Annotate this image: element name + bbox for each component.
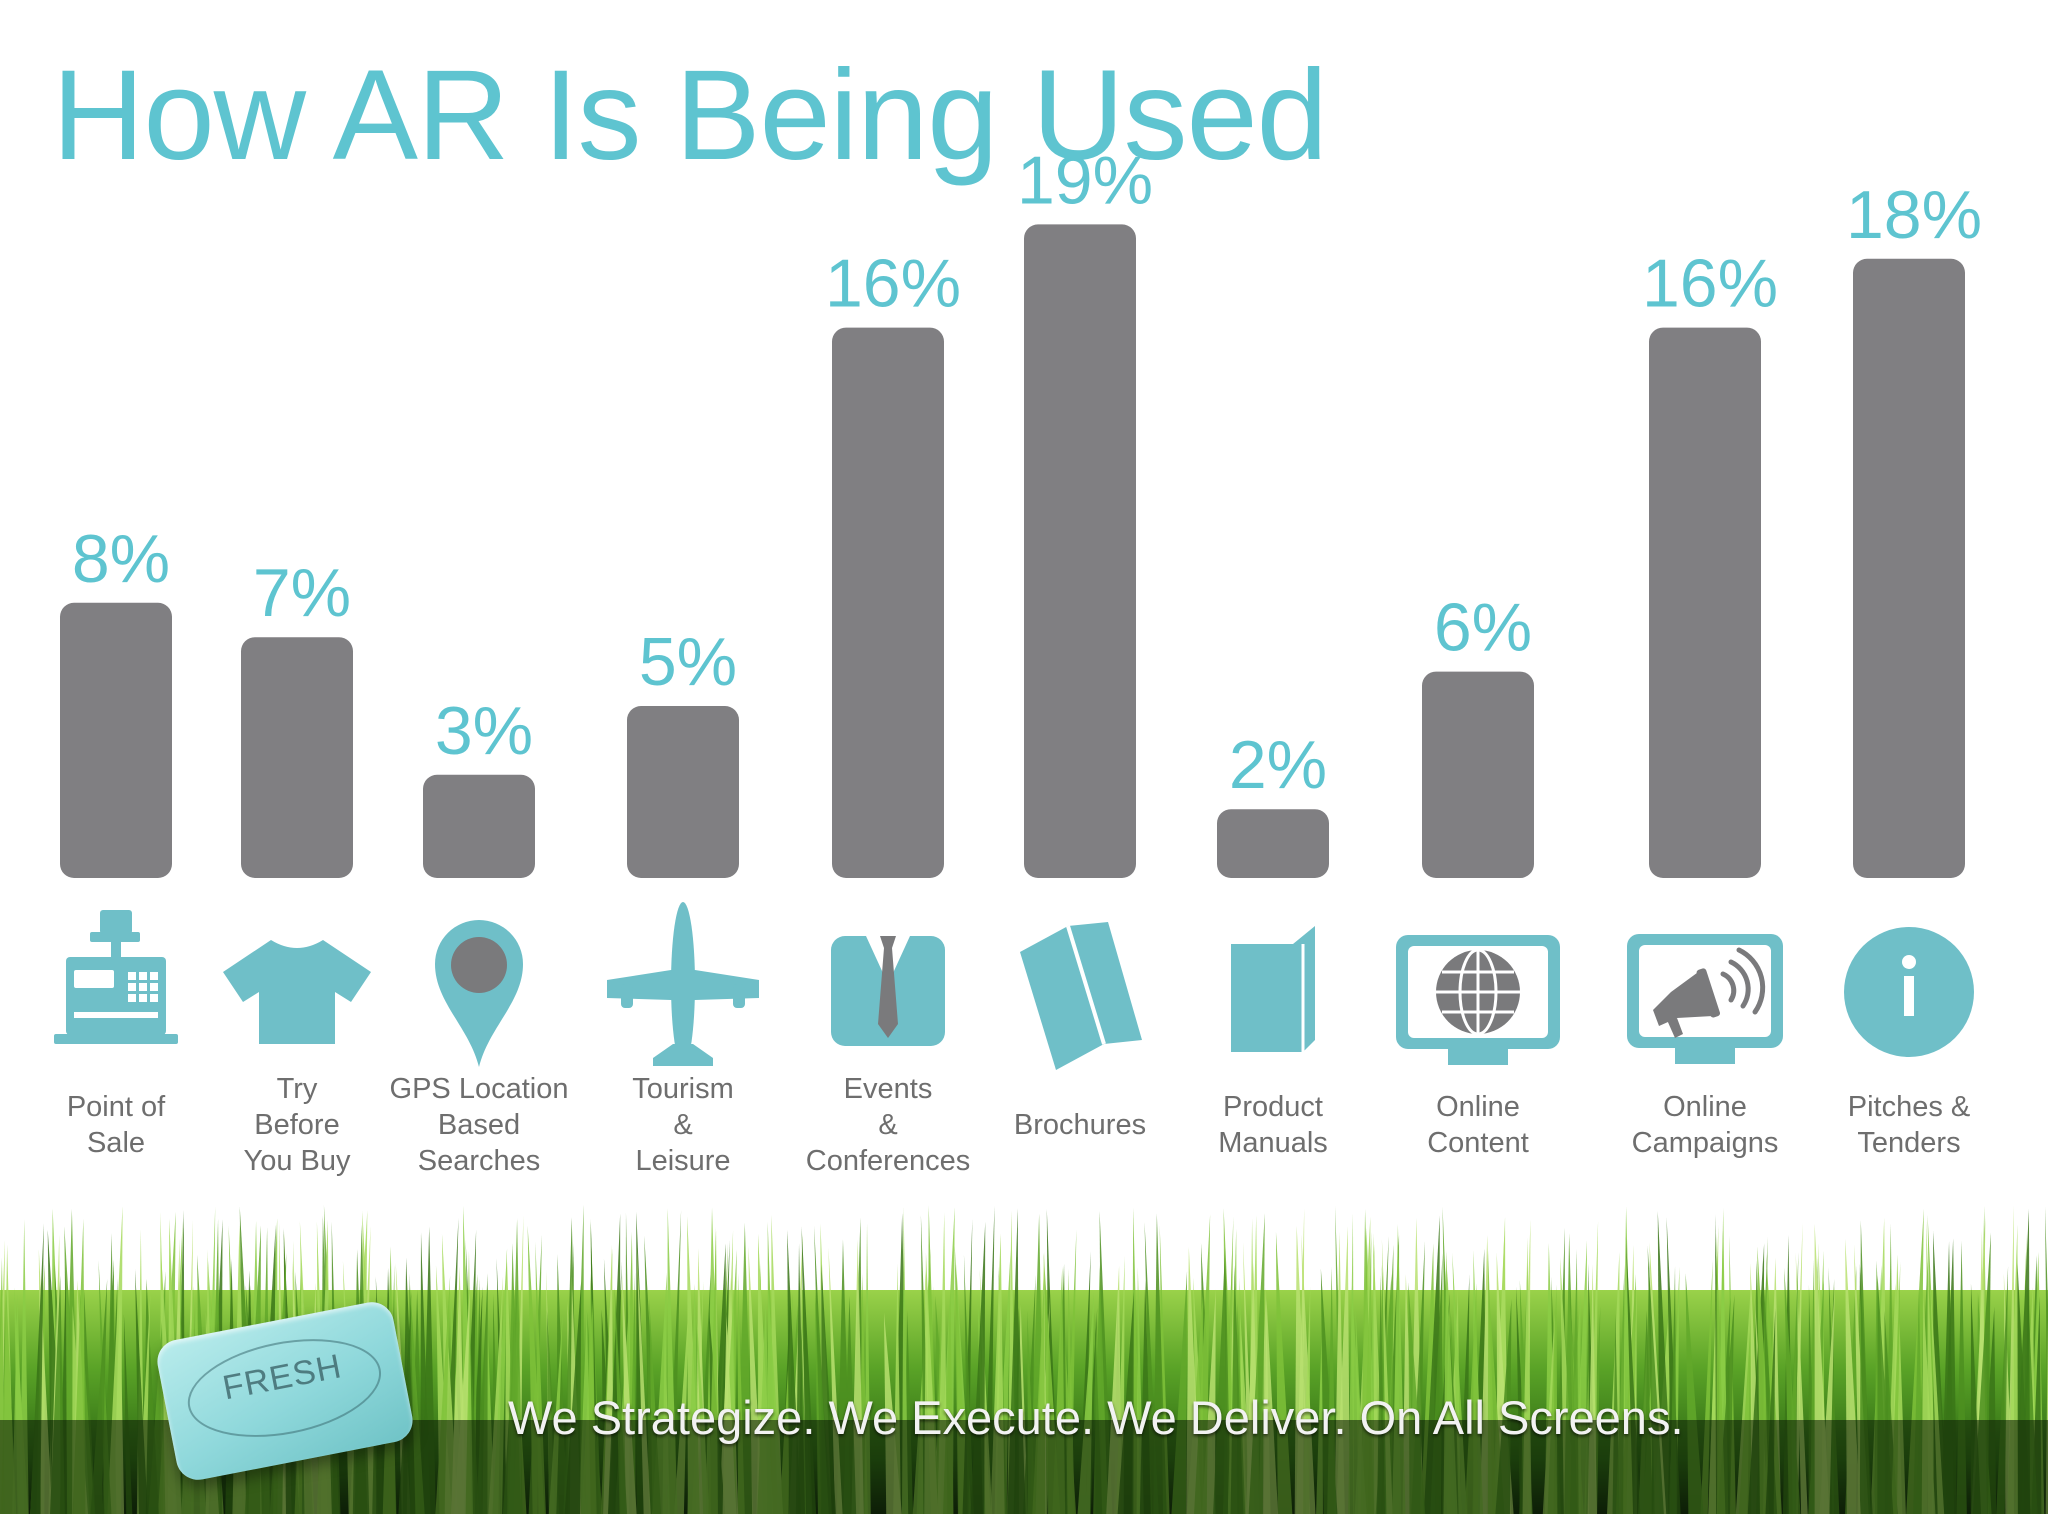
value-label-brochures: 19%: [1017, 142, 1153, 218]
category-label-try-before-you-buy: Try Before You Buy: [244, 1073, 351, 1177]
category-label-line: &: [673, 1109, 692, 1141]
category-label-line: Manuals: [1218, 1127, 1328, 1159]
value-label-point-of-sale: 8%: [72, 521, 170, 597]
category-label-line: Campaigns: [1632, 1127, 1779, 1159]
bar-brochures: [1024, 224, 1136, 878]
category-label-pitches-tenders: Pitches & Tenders: [1848, 1091, 1971, 1159]
value-label-try-before-you-buy: 7%: [253, 555, 351, 631]
bar-pitches-tenders: [1853, 258, 1965, 878]
bar-try-before-you-buy: [241, 637, 353, 878]
page-title: How AR Is Being Used: [52, 44, 1328, 187]
category-label-line: Leisure: [635, 1145, 730, 1177]
value-label-online-campaigns: 16%: [1642, 246, 1778, 322]
airplane-icon: [607, 902, 759, 1066]
category-label-events-conferences: Events & Conferences: [806, 1073, 970, 1177]
category-label-online-content: Online Content: [1427, 1091, 1529, 1159]
category-label-gps-location: GPS Location Based Searches: [390, 1073, 569, 1177]
category-label-line: Based: [438, 1109, 520, 1141]
category-label-line: Events: [844, 1073, 933, 1105]
bar-tourism-leisure: [627, 706, 739, 878]
value-label-pitches-tenders: 18%: [1846, 177, 1982, 253]
bar-online-campaigns: [1649, 327, 1761, 879]
cash-register-icon: [54, 910, 178, 1044]
category-label-line: Online: [1663, 1091, 1747, 1123]
footer-tagline: We Strategize. We Execute. We Deliver. O…: [508, 1391, 1684, 1444]
brochure-icon: [1020, 922, 1142, 1070]
category-label-point-of-sale: Point of Sale: [67, 1091, 166, 1159]
category-label-line: Tenders: [1857, 1127, 1960, 1159]
category-label-tourism-leisure: Tourism & Leisure: [632, 1073, 734, 1177]
value-label-online-content: 6%: [1434, 590, 1532, 666]
category-label-line: Online: [1436, 1091, 1520, 1123]
category-label-line: Sale: [87, 1127, 145, 1159]
category-label-line: Brochures: [1014, 1109, 1146, 1141]
suit-tie-icon: [831, 936, 945, 1046]
value-label-events-conferences: 16%: [825, 246, 961, 322]
category-label-line: Before: [254, 1109, 339, 1141]
value-label-product-manuals: 2%: [1229, 727, 1327, 803]
category-label-line: Searches: [418, 1145, 541, 1177]
category-label-line: Try: [277, 1073, 318, 1105]
category-label-line: &: [878, 1109, 897, 1141]
category-label-line: Conferences: [806, 1145, 970, 1177]
value-label-gps-location: 3%: [435, 693, 533, 769]
bar-gps-location: [423, 774, 535, 878]
category-label-line: You Buy: [244, 1145, 351, 1177]
category-label-line: GPS Location: [390, 1073, 569, 1105]
category-label-line: Content: [1427, 1127, 1529, 1159]
category-label-line: Product: [1223, 1091, 1323, 1123]
megaphone-monitor-icon: [1627, 934, 1783, 1064]
bar-online-content: [1422, 671, 1534, 878]
category-label-line: Tourism: [632, 1073, 734, 1105]
category-label-brochures: Brochures: [1014, 1109, 1146, 1141]
category-label-line: Pitches &: [1848, 1091, 1971, 1123]
category-label-product-manuals: Product Manuals: [1218, 1091, 1328, 1159]
bar-point-of-sale: [60, 602, 172, 878]
manual-icon: [1231, 926, 1315, 1052]
bar-events-conferences: [832, 327, 944, 879]
category-label-line: Point of: [67, 1091, 166, 1123]
value-label-tourism-leisure: 5%: [639, 624, 737, 700]
bar-product-manuals: [1217, 809, 1329, 878]
info-icon: [1844, 927, 1974, 1057]
category-label-online-campaigns: Online Campaigns: [1632, 1091, 1779, 1159]
tshirt-icon: [223, 940, 371, 1044]
globe-monitor-icon: [1396, 935, 1560, 1065]
map-pin-icon: [435, 920, 523, 1067]
